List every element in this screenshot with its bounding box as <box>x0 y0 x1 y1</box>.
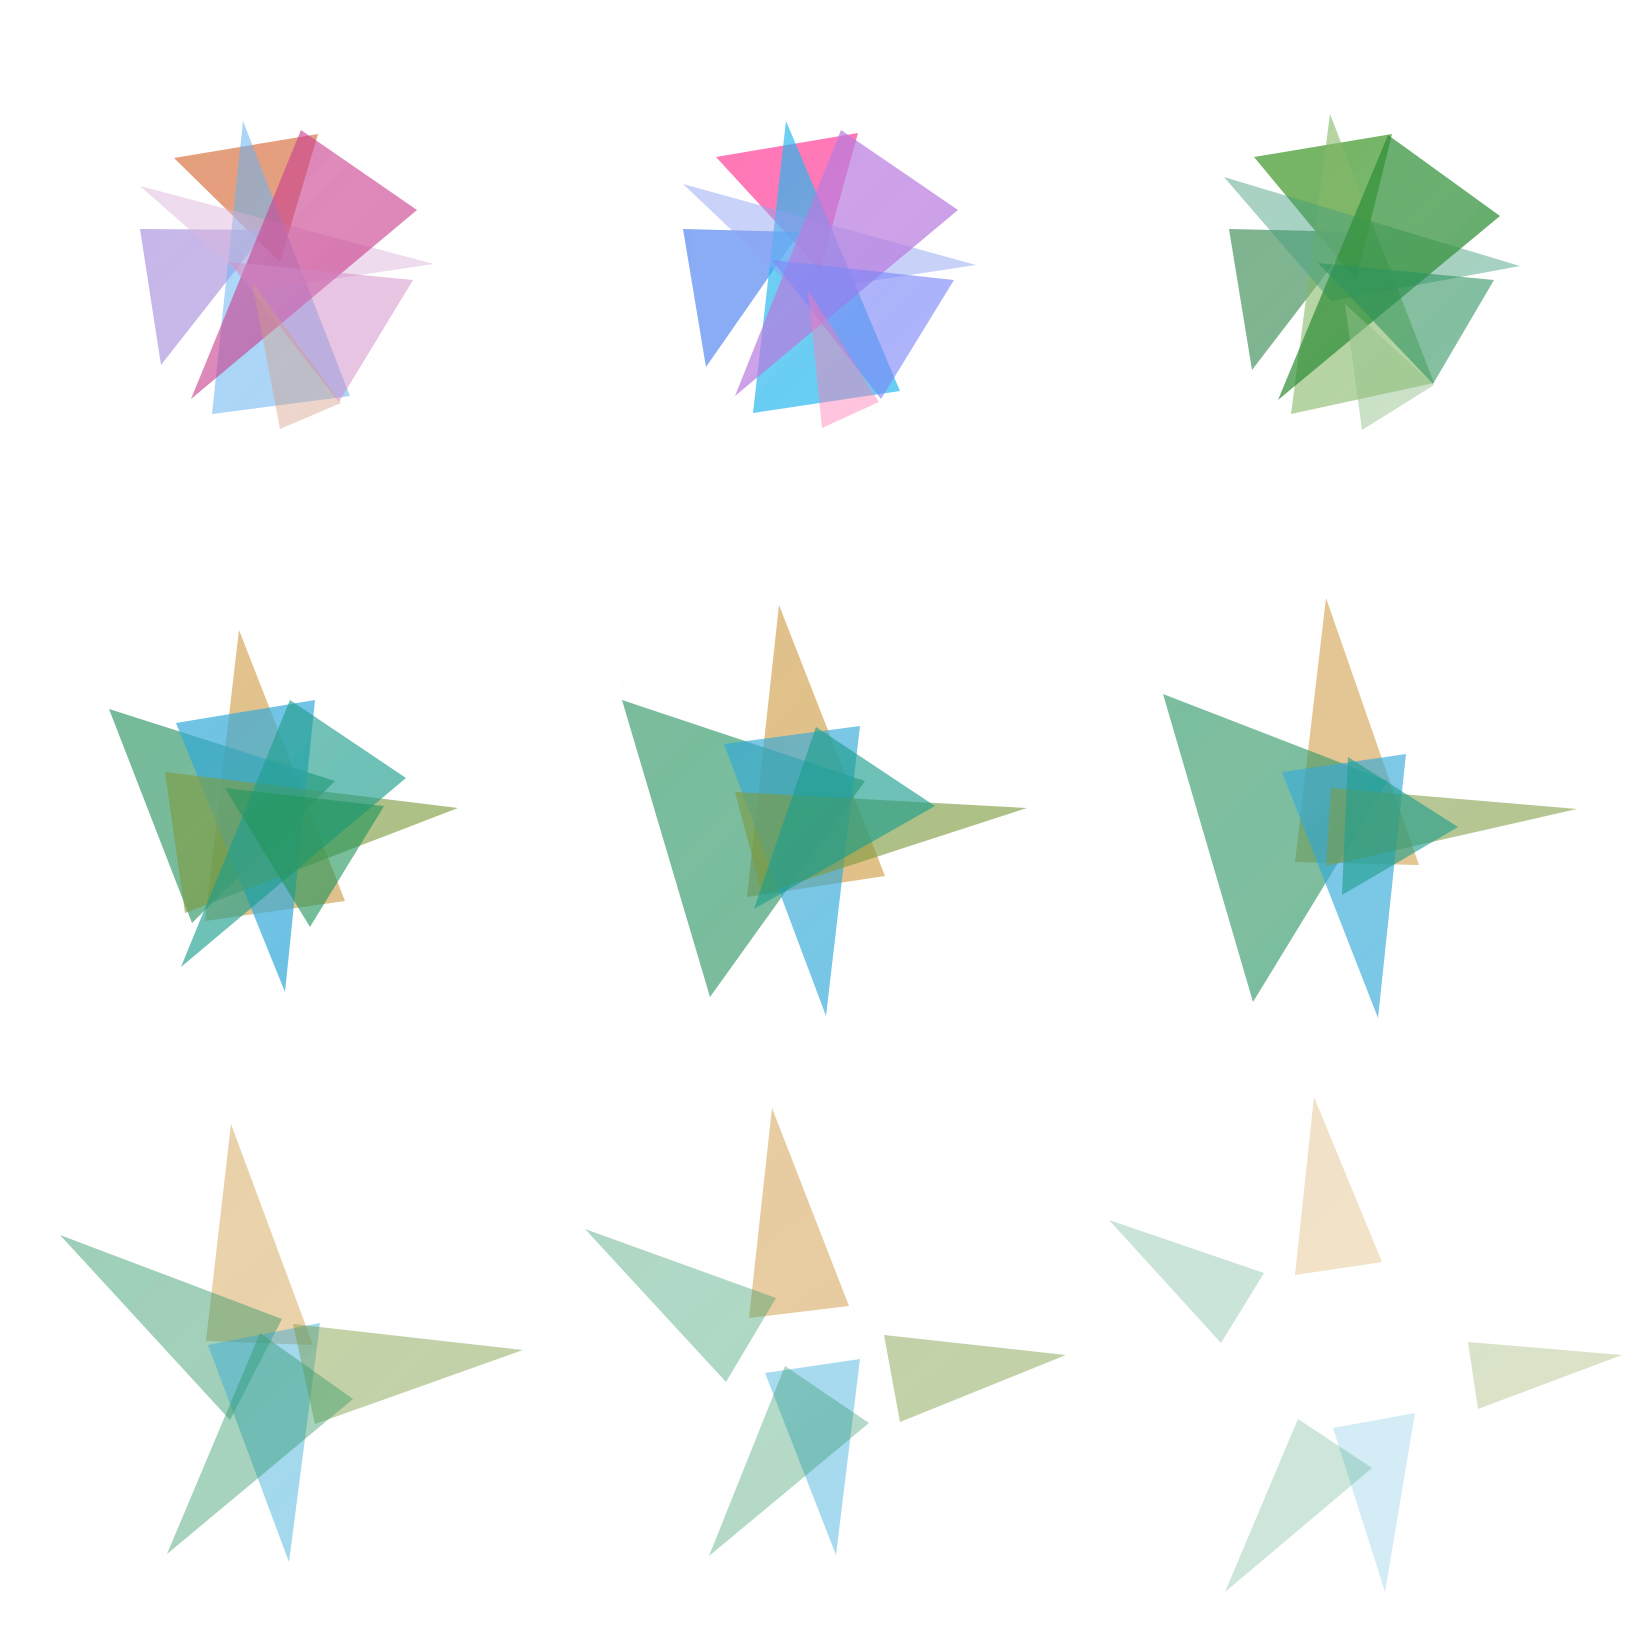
triangle <box>1160 595 1578 1018</box>
tile-row2-col2 <box>620 600 1030 1016</box>
triangle <box>1224 130 1520 420</box>
tile-row3-col3 <box>1105 1097 1622 1592</box>
triangle <box>110 630 458 990</box>
triangle <box>60 1120 523 1562</box>
triangle <box>140 130 430 420</box>
tile-row1-col3 <box>1224 114 1520 430</box>
tile-row1-col2 <box>680 121 976 428</box>
triangle <box>620 600 1030 1016</box>
tile-row1-col1 <box>140 121 434 429</box>
triangle <box>680 130 970 420</box>
tile-row2-col3 <box>1160 595 1578 1018</box>
triangle <box>585 1108 1066 1556</box>
tile-row3-col1 <box>60 1120 523 1562</box>
tile-row3-col2 <box>585 1108 1066 1556</box>
tile-row2-col1 <box>109 630 458 992</box>
triangle <box>1105 1097 1622 1592</box>
